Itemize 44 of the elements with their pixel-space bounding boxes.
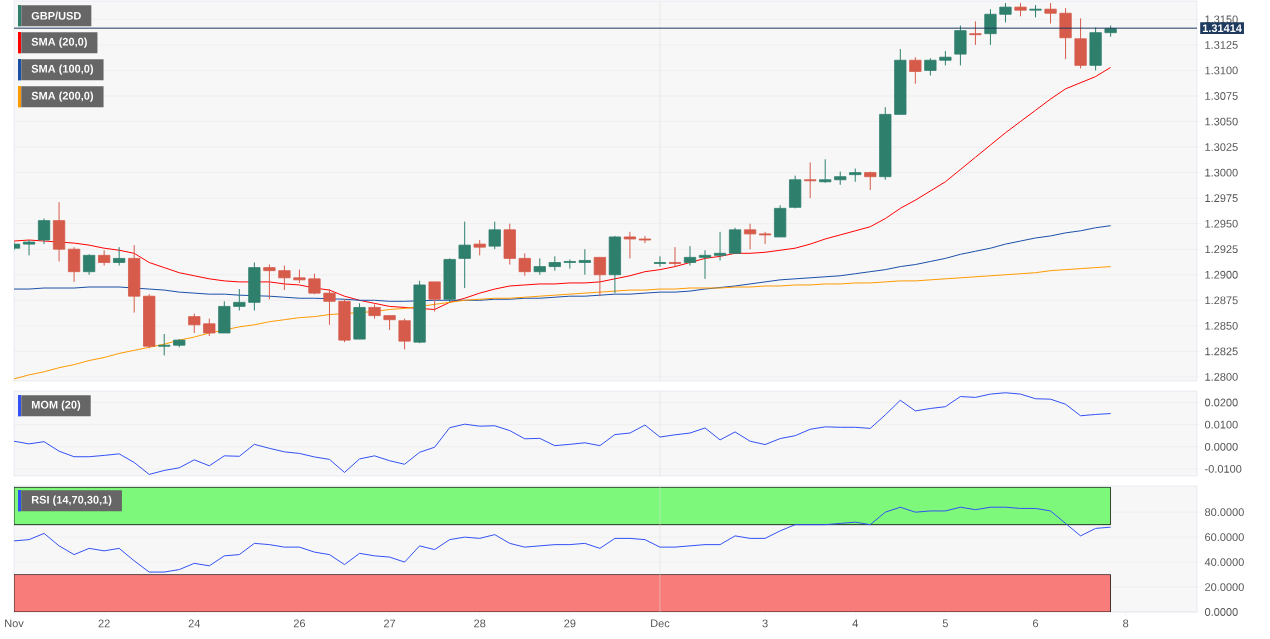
x-tick-label: Dec	[651, 619, 670, 628]
legend-label: SMA (20,0)	[31, 37, 87, 48]
y-tick-label: 0.0200	[1204, 398, 1238, 407]
y-tick-label: 1.3025	[1205, 143, 1238, 151]
x-tick-label: 29	[564, 619, 576, 628]
y-tick-label: 1.2925	[1205, 245, 1238, 254]
y-tick-label: 0.0100	[1204, 420, 1238, 429]
y-tick-label: 1.3050	[1205, 117, 1238, 126]
y-tick-label: 0.0000	[1204, 442, 1238, 451]
y-tick-label: 60.0000	[1205, 533, 1244, 542]
x-tick-label: 28	[474, 619, 486, 628]
x-tick-label: 27	[384, 619, 396, 628]
y-tick-label: 20.0000	[1205, 583, 1244, 591]
y-tick-label: 1.2900	[1205, 270, 1238, 279]
y-tick-label: 0.0000	[1204, 608, 1238, 616]
y-tick-label: 1.2975	[1205, 194, 1238, 203]
legend-label: SMA (100,0)	[31, 64, 93, 75]
x-tick-label: 6	[1033, 619, 1039, 628]
y-tick-label: 1.3000	[1205, 168, 1238, 177]
x-tick-label: 24	[188, 619, 201, 628]
x-tick-label: 22	[98, 619, 110, 628]
legend-label: SMA (200,0)	[31, 91, 93, 102]
y-tick-label: 40.0000	[1204, 558, 1244, 566]
y-tick-label: 1.3125	[1205, 41, 1238, 49]
y-tick-label: 1.2875	[1205, 296, 1238, 305]
ref-line-label: 1.31414	[1202, 24, 1242, 33]
legend-label: GBP/USD	[31, 11, 81, 20]
legend-label: MOM (20)	[31, 400, 81, 411]
y-tick-label: 1.2825	[1205, 347, 1238, 356]
y-tick-label: 1.2800	[1205, 373, 1238, 381]
y-tick-label: 1.2850	[1205, 321, 1238, 330]
legend-label: RSI (14,70,30,1)	[31, 495, 112, 506]
x-tick-label: 8	[1123, 619, 1129, 628]
x-tick-label: 5	[942, 619, 948, 628]
x-tick-label: 3	[762, 619, 768, 628]
y-tick-label: 80.0000	[1205, 508, 1244, 517]
y-tick-label: 1.3100	[1205, 66, 1238, 75]
y-tick-label: 1.2950	[1205, 219, 1238, 228]
y-tick-label: -0.0100	[1205, 465, 1242, 473]
x-tick-label: Nov	[5, 619, 24, 628]
y-tick-label: 1.3075	[1205, 92, 1238, 100]
x-tick-label: 26	[293, 619, 306, 628]
y-tick-label: 1.3150	[1205, 15, 1238, 24]
x-tick-label: 4	[852, 619, 858, 628]
